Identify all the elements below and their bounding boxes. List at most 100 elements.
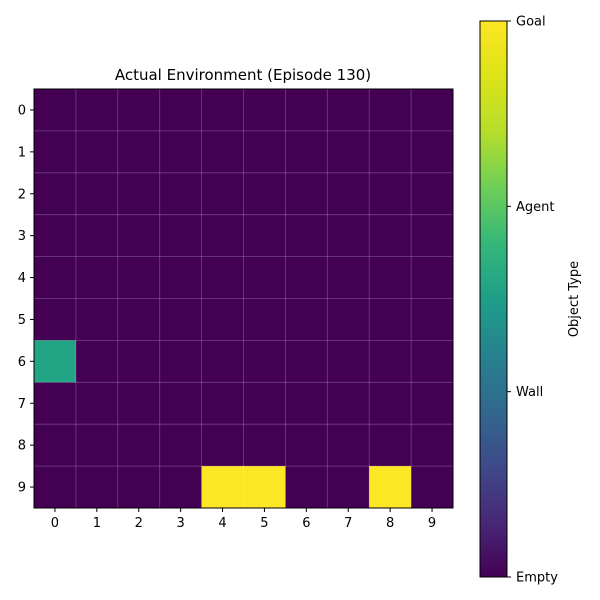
heatmap-cell <box>327 340 370 383</box>
heatmap-cell <box>201 424 244 467</box>
heatmap-cell <box>285 214 328 258</box>
colorbar-tick-label: Goal <box>516 15 546 30</box>
heatmap-cell <box>201 382 244 425</box>
heatmap-cell <box>75 130 119 174</box>
heatmap-cell <box>411 340 454 383</box>
heatmap-cell <box>159 256 203 299</box>
heatmap-cell <box>243 298 286 341</box>
y-axis: 0 1 2 3 4 5 6 7 8 9 <box>18 103 34 496</box>
heatmap-cell <box>243 382 286 425</box>
heatmap-cell <box>327 382 370 425</box>
y-tick-label: 9 <box>18 481 26 496</box>
x-tick-label: 3 <box>177 516 185 531</box>
y-tick-label: 3 <box>18 229 26 244</box>
heatmap-cell <box>243 424 286 467</box>
heatmap-cell <box>201 214 244 258</box>
heatmap-cell <box>369 89 412 132</box>
heatmap-cell <box>34 298 77 341</box>
heatmap-cell <box>243 466 286 509</box>
heatmap-cell <box>285 298 328 341</box>
heatmap-cell <box>285 172 328 216</box>
heatmap-cell <box>159 172 203 216</box>
heatmap-cell <box>159 130 203 174</box>
heatmap-cell <box>117 172 161 216</box>
heatmap-cell <box>243 340 286 383</box>
heatmap-cell <box>159 89 203 132</box>
heatmap-cell <box>327 130 370 174</box>
heatmap-cell <box>327 298 370 341</box>
heatmap-cell <box>369 424 412 467</box>
heatmap-cell <box>117 466 161 509</box>
colorbar-tick-label: Wall <box>516 385 543 400</box>
heatmap-cell <box>34 214 77 258</box>
heatmap-cell <box>117 298 161 341</box>
heatmap-cell <box>75 214 119 258</box>
heatmap-cell <box>75 382 119 425</box>
heatmap-cell <box>327 424 370 467</box>
y-tick-label: 0 <box>18 103 26 118</box>
heatmap-cell <box>369 298 412 341</box>
heatmap-cell <box>159 382 203 425</box>
x-tick-label: 5 <box>260 516 268 531</box>
heatmap-cell <box>117 382 161 425</box>
heatmap-cell <box>369 382 412 425</box>
heatmap-cell <box>34 340 77 383</box>
heatmap-cell <box>201 256 244 299</box>
heatmap-cell <box>327 214 370 258</box>
heatmap-cell <box>117 130 161 174</box>
heatmap-cell <box>243 130 286 174</box>
heatmap-cell <box>411 172 454 216</box>
heatmap-cell <box>411 89 454 132</box>
heatmap-cell <box>369 256 412 299</box>
y-tick-label: 5 <box>18 313 26 328</box>
x-axis: 0 1 2 3 4 5 6 7 8 9 <box>51 508 436 531</box>
heatmap-cell <box>411 424 454 467</box>
colorbar-tick-label: Empty <box>516 571 558 586</box>
heatmap-cell <box>201 89 244 132</box>
heatmap-cell <box>369 130 412 174</box>
heatmap-cell <box>201 298 244 341</box>
heatmap-cell <box>369 172 412 216</box>
colorbar <box>479 20 508 578</box>
heatmap-cell <box>411 130 454 174</box>
heatmap-cell <box>201 340 244 383</box>
y-tick-label: 8 <box>18 439 26 454</box>
heatmap-cell <box>159 466 203 509</box>
heatmap-cell <box>411 382 454 425</box>
heatmap-cell <box>411 214 454 258</box>
x-tick-label: 8 <box>386 516 394 531</box>
heatmap-cell <box>201 130 244 174</box>
plot-frame <box>33 88 454 509</box>
heatmap-cell <box>327 89 370 132</box>
heatmap-cell <box>201 172 244 216</box>
heatmap-cell <box>34 172 77 216</box>
heatmap-cell <box>75 89 119 132</box>
heatmap-cell <box>243 256 286 299</box>
heatmap-cell <box>75 298 119 341</box>
heatmap-cell <box>285 89 328 132</box>
heatmap-cell <box>34 130 77 174</box>
heatmap-cell <box>411 298 454 341</box>
colorbar-label: Object Type <box>567 261 582 337</box>
colorbar-tick-label: Agent <box>516 200 554 215</box>
colorbar-ticks: Empty Wall Agent Goal <box>507 15 558 586</box>
heatmap-cell <box>243 89 286 132</box>
heatmap-cell <box>117 256 161 299</box>
heatmap-cell <box>75 256 119 299</box>
heatmap-cell <box>201 466 244 509</box>
x-tick-label: 9 <box>428 516 436 531</box>
heatmap-cell <box>34 89 77 132</box>
x-tick-label: 0 <box>51 516 59 531</box>
chart-title: Actual Environment (Episode 130) <box>115 66 371 84</box>
heatmap-cell <box>34 382 77 425</box>
heatmap-cell <box>327 466 370 509</box>
heatmap-cell <box>75 466 119 509</box>
x-tick-label: 1 <box>93 516 101 531</box>
x-tick-label: 6 <box>302 516 310 531</box>
heatmap-cell <box>285 130 328 174</box>
heatmap-cell <box>159 214 203 258</box>
heatmap-cell <box>75 172 119 216</box>
heatmap-cell <box>117 424 161 467</box>
heatmap-cell <box>327 256 370 299</box>
